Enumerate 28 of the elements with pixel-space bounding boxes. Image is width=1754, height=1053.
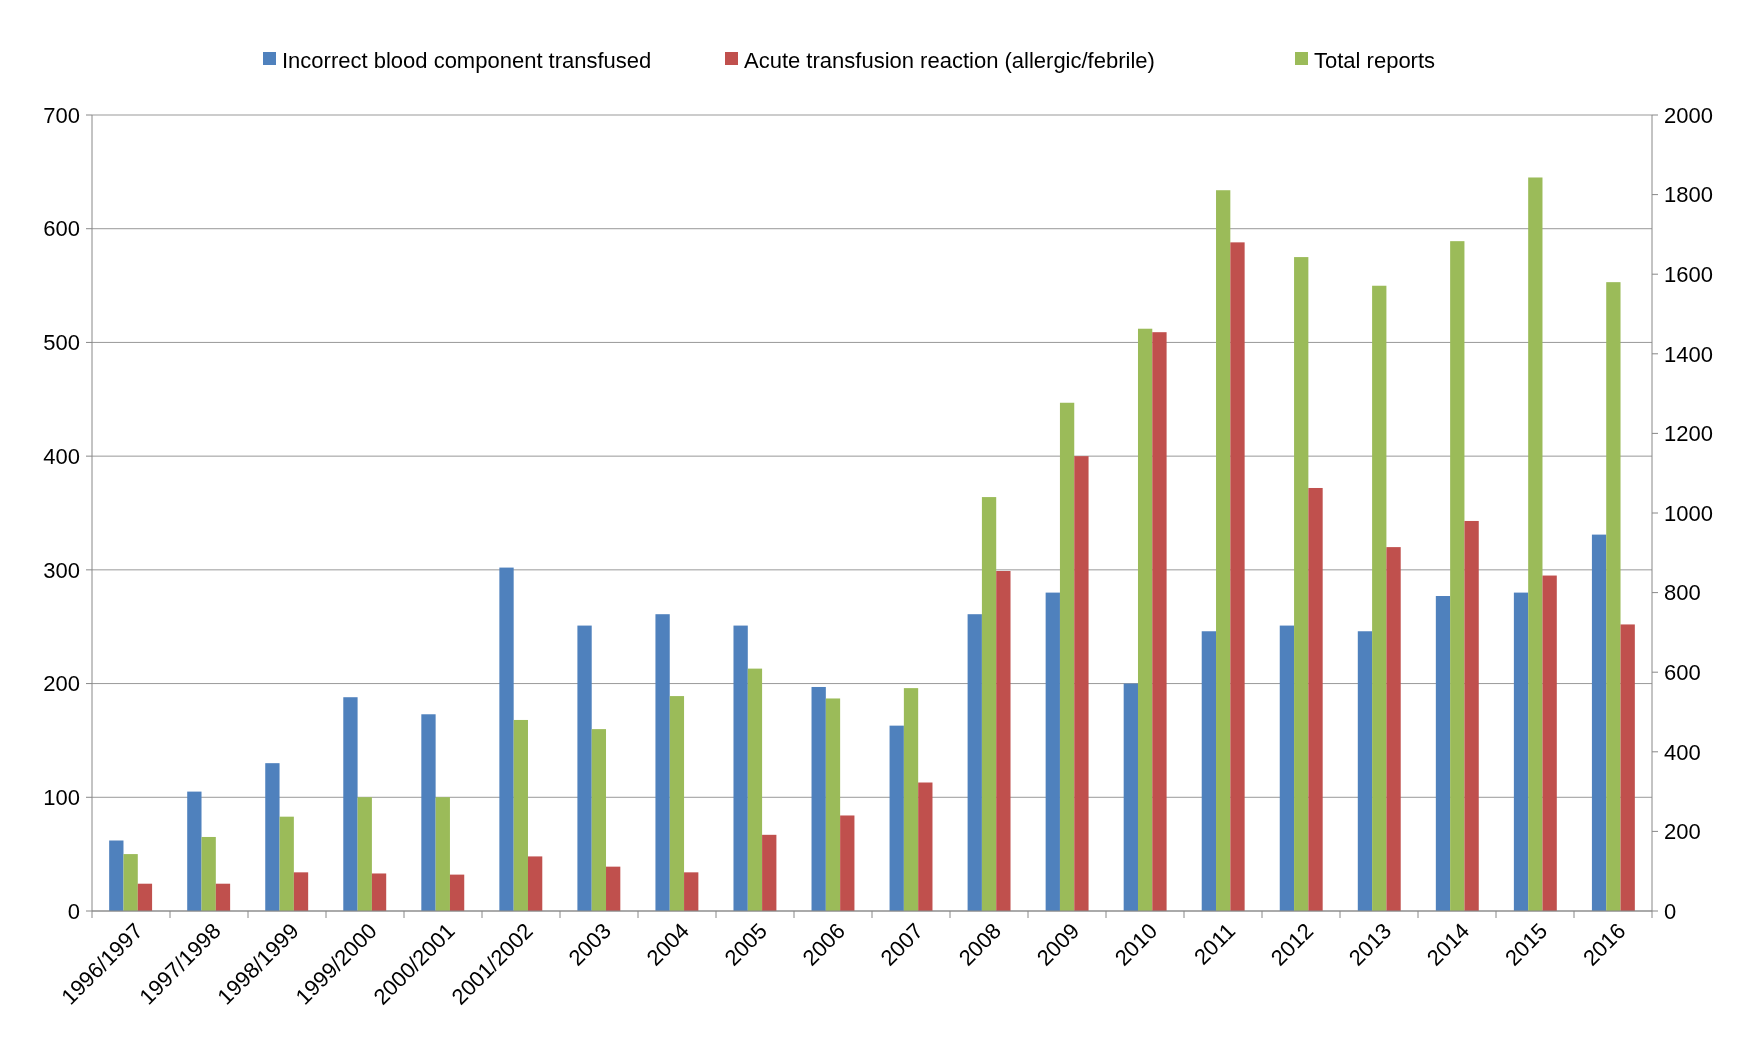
y2-tick-label: 2000 — [1664, 102, 1713, 128]
legend-label: Incorrect blood component transfused — [282, 47, 652, 73]
y2-tick-label: 1600 — [1664, 261, 1713, 287]
y-tick-label: 100 — [43, 784, 80, 810]
y2-tick-label: 1200 — [1664, 421, 1713, 447]
y2-tick-label: 400 — [1664, 739, 1701, 765]
y2-tick-label: 1400 — [1664, 341, 1713, 367]
y-tick-label: 700 — [43, 102, 80, 128]
bar — [762, 834, 777, 911]
bar — [449, 874, 465, 911]
y-tick-label: 0 — [67, 898, 80, 924]
y2-tick-label: 1000 — [1664, 500, 1713, 526]
y2-tick-label: 1800 — [1664, 182, 1713, 208]
legend-label: Acute transfusion reaction (allergic/febrile) — [744, 47, 1155, 73]
bar — [606, 866, 621, 911]
bar — [527, 856, 543, 911]
y-tick-label: 300 — [43, 557, 80, 583]
y2-tick-label: 0 — [1664, 898, 1677, 924]
y-tick-label: 400 — [43, 443, 80, 469]
y2-tick-label: 800 — [1664, 580, 1701, 606]
y-tick-label: 200 — [43, 671, 80, 697]
bar — [684, 872, 699, 911]
y2-tick-label: 200 — [1664, 819, 1701, 845]
y-tick-label: 600 — [43, 216, 80, 242]
y2-tick-label: 600 — [1664, 659, 1701, 685]
bar — [1528, 177, 1543, 911]
y-tick-label: 500 — [43, 330, 80, 356]
legend-label: Total reports — [1314, 47, 1436, 73]
